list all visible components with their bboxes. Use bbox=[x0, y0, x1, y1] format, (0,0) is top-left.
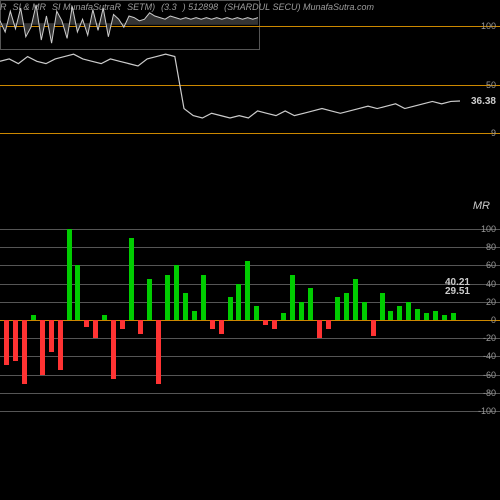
bar bbox=[31, 315, 36, 320]
line-current-value: 36.38 bbox=[471, 96, 496, 107]
y-tick-label: 80 bbox=[486, 242, 496, 252]
bar bbox=[120, 320, 125, 329]
y-tick-label: 40 bbox=[486, 279, 496, 289]
bar bbox=[406, 302, 411, 320]
bar bbox=[102, 315, 107, 320]
bar bbox=[111, 320, 116, 379]
bar bbox=[58, 320, 63, 370]
bar bbox=[299, 302, 304, 320]
bar bbox=[424, 313, 429, 320]
y-tick-label: -60 bbox=[483, 370, 496, 380]
y-tick-label: 100 bbox=[481, 21, 496, 31]
bar bbox=[308, 288, 313, 320]
grid-line bbox=[0, 393, 500, 394]
grid-line bbox=[0, 356, 500, 357]
bar bbox=[192, 311, 197, 320]
y-tick-label: -100 bbox=[478, 406, 496, 416]
bar bbox=[326, 320, 331, 329]
oscillator-panel: 7-4 bbox=[0, 0, 260, 50]
bar-chart-panel: 40.2129.51 -100-80-60-40-20020406080100 bbox=[0, 220, 500, 420]
bar bbox=[13, 320, 18, 361]
bar bbox=[40, 320, 45, 375]
bar bbox=[397, 306, 402, 320]
bar bbox=[254, 306, 259, 320]
mr-label: MR bbox=[473, 200, 490, 212]
bar bbox=[165, 275, 170, 320]
y-tick-label: 9 bbox=[491, 128, 496, 138]
y-tick-label: 50 bbox=[486, 80, 496, 90]
bar bbox=[263, 320, 268, 325]
bar bbox=[335, 297, 340, 320]
bar bbox=[281, 313, 286, 320]
y-tick-label: 20 bbox=[486, 297, 496, 307]
bar bbox=[344, 293, 349, 320]
bar bbox=[4, 320, 9, 365]
bar bbox=[22, 320, 27, 384]
bar bbox=[362, 302, 367, 320]
grid-line bbox=[0, 247, 500, 248]
bar bbox=[228, 297, 233, 320]
bar bbox=[138, 320, 143, 334]
oscillator-svg bbox=[0, 0, 258, 48]
grid-line bbox=[0, 411, 500, 412]
y-tick-label: 100 bbox=[481, 224, 496, 234]
y-tick-label: -40 bbox=[483, 351, 496, 361]
grid-line bbox=[0, 338, 500, 339]
bar bbox=[210, 320, 215, 329]
y-tick-label: 60 bbox=[486, 260, 496, 270]
bar bbox=[371, 320, 376, 336]
bar bbox=[129, 238, 134, 320]
bar bbox=[415, 309, 420, 320]
y-tick-label: -20 bbox=[483, 333, 496, 343]
bar bbox=[174, 265, 179, 320]
bar bbox=[272, 320, 277, 329]
bar bbox=[93, 320, 98, 338]
grid-line bbox=[0, 320, 500, 321]
bar bbox=[156, 320, 161, 384]
bar bbox=[245, 261, 250, 320]
y-tick-label: 0 bbox=[491, 315, 496, 325]
bar bbox=[84, 320, 89, 327]
bar bbox=[442, 315, 447, 320]
grid-line bbox=[0, 375, 500, 376]
bar bbox=[290, 275, 295, 320]
bar bbox=[451, 313, 456, 320]
bar bbox=[388, 311, 393, 320]
bar bbox=[380, 293, 385, 320]
bar bbox=[317, 320, 322, 338]
bar bbox=[353, 279, 358, 320]
bar bbox=[433, 311, 438, 320]
y-tick-label: -80 bbox=[483, 388, 496, 398]
grid-line bbox=[0, 229, 500, 230]
bar bbox=[219, 320, 224, 334]
bar bbox=[67, 229, 72, 320]
bar bbox=[75, 265, 80, 320]
bar bbox=[183, 293, 188, 320]
bar bbox=[201, 275, 206, 320]
bar bbox=[147, 279, 152, 320]
bar bbox=[236, 284, 241, 320]
bar bbox=[49, 320, 54, 352]
overlay-label: 29.51 bbox=[445, 286, 470, 297]
